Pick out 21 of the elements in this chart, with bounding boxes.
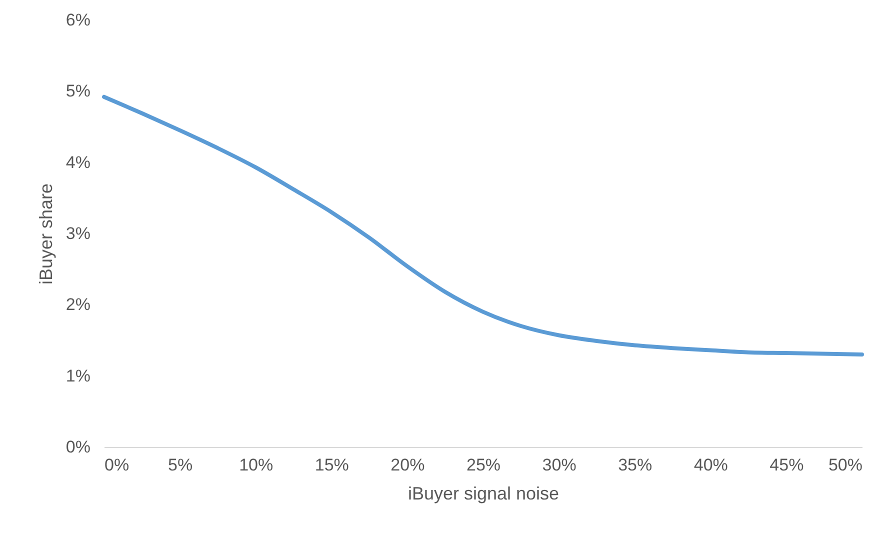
x-tick-label: 30%	[542, 456, 576, 474]
x-tick-label: 5%	[168, 456, 193, 474]
x-tick-label: 50%	[828, 456, 862, 474]
y-tick-label: 5%	[66, 82, 90, 101]
x-tick-label: 45%	[770, 456, 804, 474]
x-tick-label: 10%	[239, 456, 274, 474]
y-tick-label: 1%	[66, 366, 90, 386]
y-tick-label: 6%	[66, 10, 90, 30]
x-tick-label: 0%	[104, 456, 130, 474]
x-tick-label: 20%	[390, 456, 425, 474]
y-tick-label: 2%	[66, 295, 90, 314]
x-tick-label: 15%	[314, 456, 349, 474]
x-tick-label: 35%	[618, 456, 652, 474]
x-tick-label: 40%	[694, 456, 728, 474]
y-tick-label: 0%	[66, 438, 90, 456]
x-axis-title: iBuyer signal noise	[408, 484, 560, 504]
line-series	[102, 94, 864, 356]
x-tick-label: 25%	[466, 456, 501, 474]
y-tick-label: 4%	[66, 152, 90, 172]
y-tick-label: 3%	[66, 224, 90, 243]
y-axis-title: iBuyer share	[36, 183, 56, 285]
